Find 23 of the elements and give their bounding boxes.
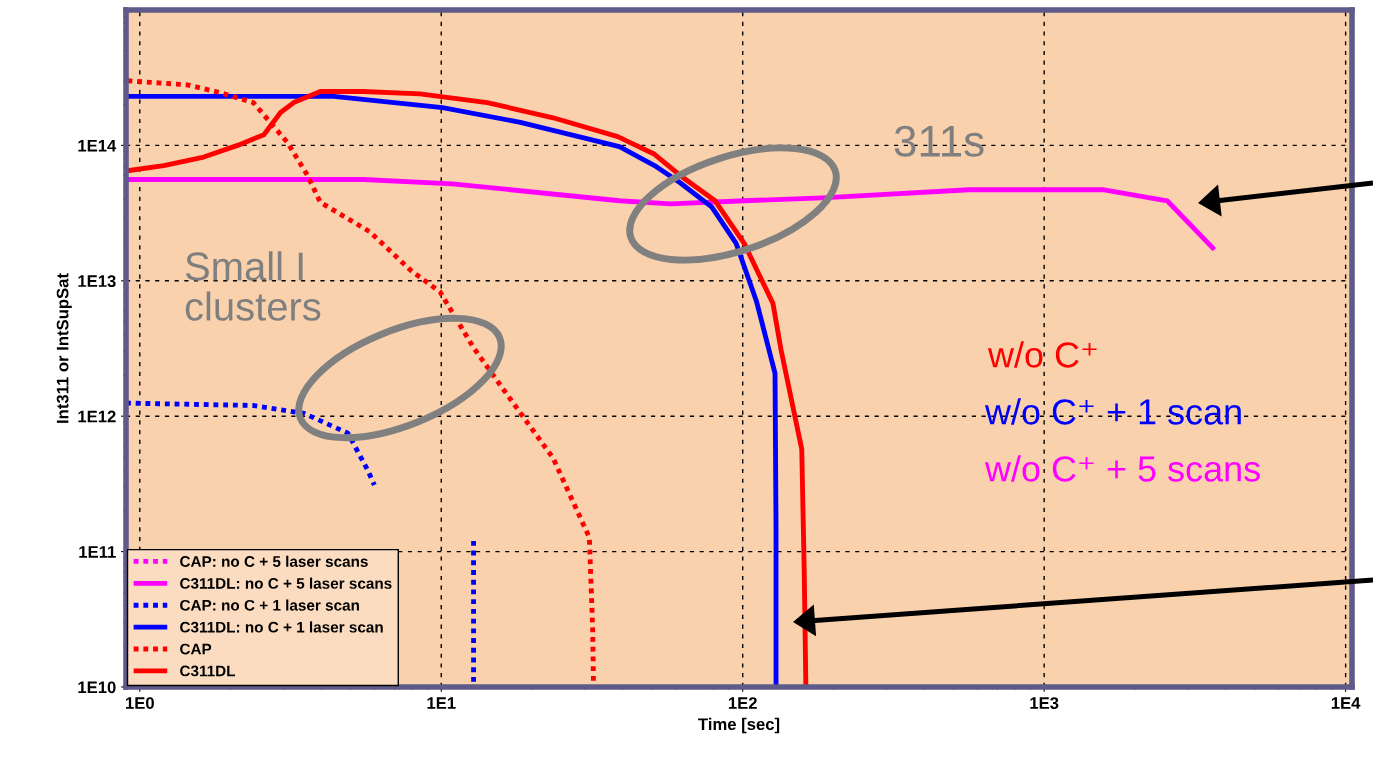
annotation: w/o C⁺ + 5 scans <box>984 455 1260 482</box>
x-tick-label: 1E0 <box>126 697 154 709</box>
legend-label: CAP <box>180 643 212 655</box>
y-axis-title: Int311 or IntSupSat <box>56 273 72 423</box>
legend-label: C311DL <box>180 665 236 677</box>
legend-label: CAP: no C + 1 laser scan <box>180 599 359 611</box>
y-tick-label: 1E11 <box>79 546 116 558</box>
annotation: 311s <box>894 125 984 157</box>
annotation: w/o C⁺ + 1 scan <box>984 398 1241 425</box>
y-tick-label: 1E14 <box>78 139 117 152</box>
legend-label: C311DL: no C + 1 laser scan <box>180 621 383 633</box>
legend-label: C311DL: no C + 5 laser scans <box>180 577 392 589</box>
y-tick-label: 1E12 <box>78 410 116 423</box>
y-tick-label: 1E10 <box>78 681 116 694</box>
y-tick-label: 1E13 <box>78 275 116 288</box>
annotation: w/o C⁺ <box>987 341 1097 368</box>
legend-label: CAP: no C + 5 laser scans <box>180 555 368 567</box>
x-tick-label: 1E1 <box>427 697 456 709</box>
annotation: Small I clusters <box>185 251 321 321</box>
x-tick-label: 1E3 <box>1030 697 1059 709</box>
x-axis-title: Time [sec] <box>698 717 780 734</box>
x-tick-label: 1E4 <box>1331 697 1361 709</box>
x-tick-label: 1E2 <box>728 697 757 709</box>
